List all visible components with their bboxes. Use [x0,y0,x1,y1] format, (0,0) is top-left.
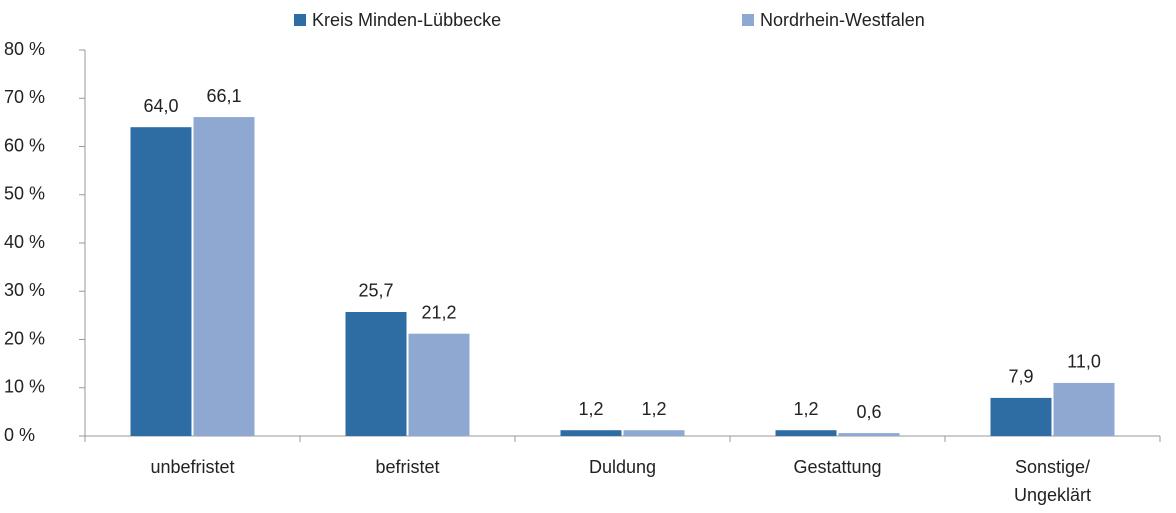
value-label: 7,9 [1008,367,1033,387]
legend-label: Kreis Minden-Lübbecke [312,10,501,30]
y-tick-label: 50 % [4,184,45,204]
x-tick-label: Duldung [589,457,656,477]
y-tick-label: 70 % [4,87,45,107]
value-label: 1,2 [578,399,603,419]
bar [623,430,685,436]
x-tick-label: Gestattung [793,457,881,477]
value-label: 64,0 [143,96,178,116]
y-tick-label: 0 % [4,425,35,445]
bar [990,397,1052,436]
legend-swatch [294,14,306,26]
bar [345,311,407,436]
value-label: 21,2 [421,302,456,322]
y-tick-label: 30 % [4,280,45,300]
y-tick-label: 10 % [4,377,45,397]
x-tick-label: unbefristet [150,457,234,477]
bar [130,127,192,436]
bar [1053,382,1115,436]
value-label: 25,7 [358,281,393,301]
bar [408,333,470,436]
bar [775,430,837,436]
value-label: 1,2 [641,399,666,419]
x-tick-label: befristet [375,457,439,477]
bar [838,433,900,436]
bar [560,430,622,436]
value-label: 66,1 [206,86,241,106]
y-tick-label: 60 % [4,135,45,155]
bar [193,117,255,436]
x-tick-label: Sonstige/Ungeklärt [1014,457,1091,505]
y-tick-label: 20 % [4,328,45,348]
legend-label: Nordrhein-Westfalen [760,10,925,30]
value-label: 0,6 [856,402,881,422]
y-tick-label: 40 % [4,232,45,252]
value-label: 11,0 [1067,352,1101,372]
y-tick-label: 80 % [4,39,45,59]
legend-swatch [742,14,754,26]
value-label: 1,2 [793,399,818,419]
